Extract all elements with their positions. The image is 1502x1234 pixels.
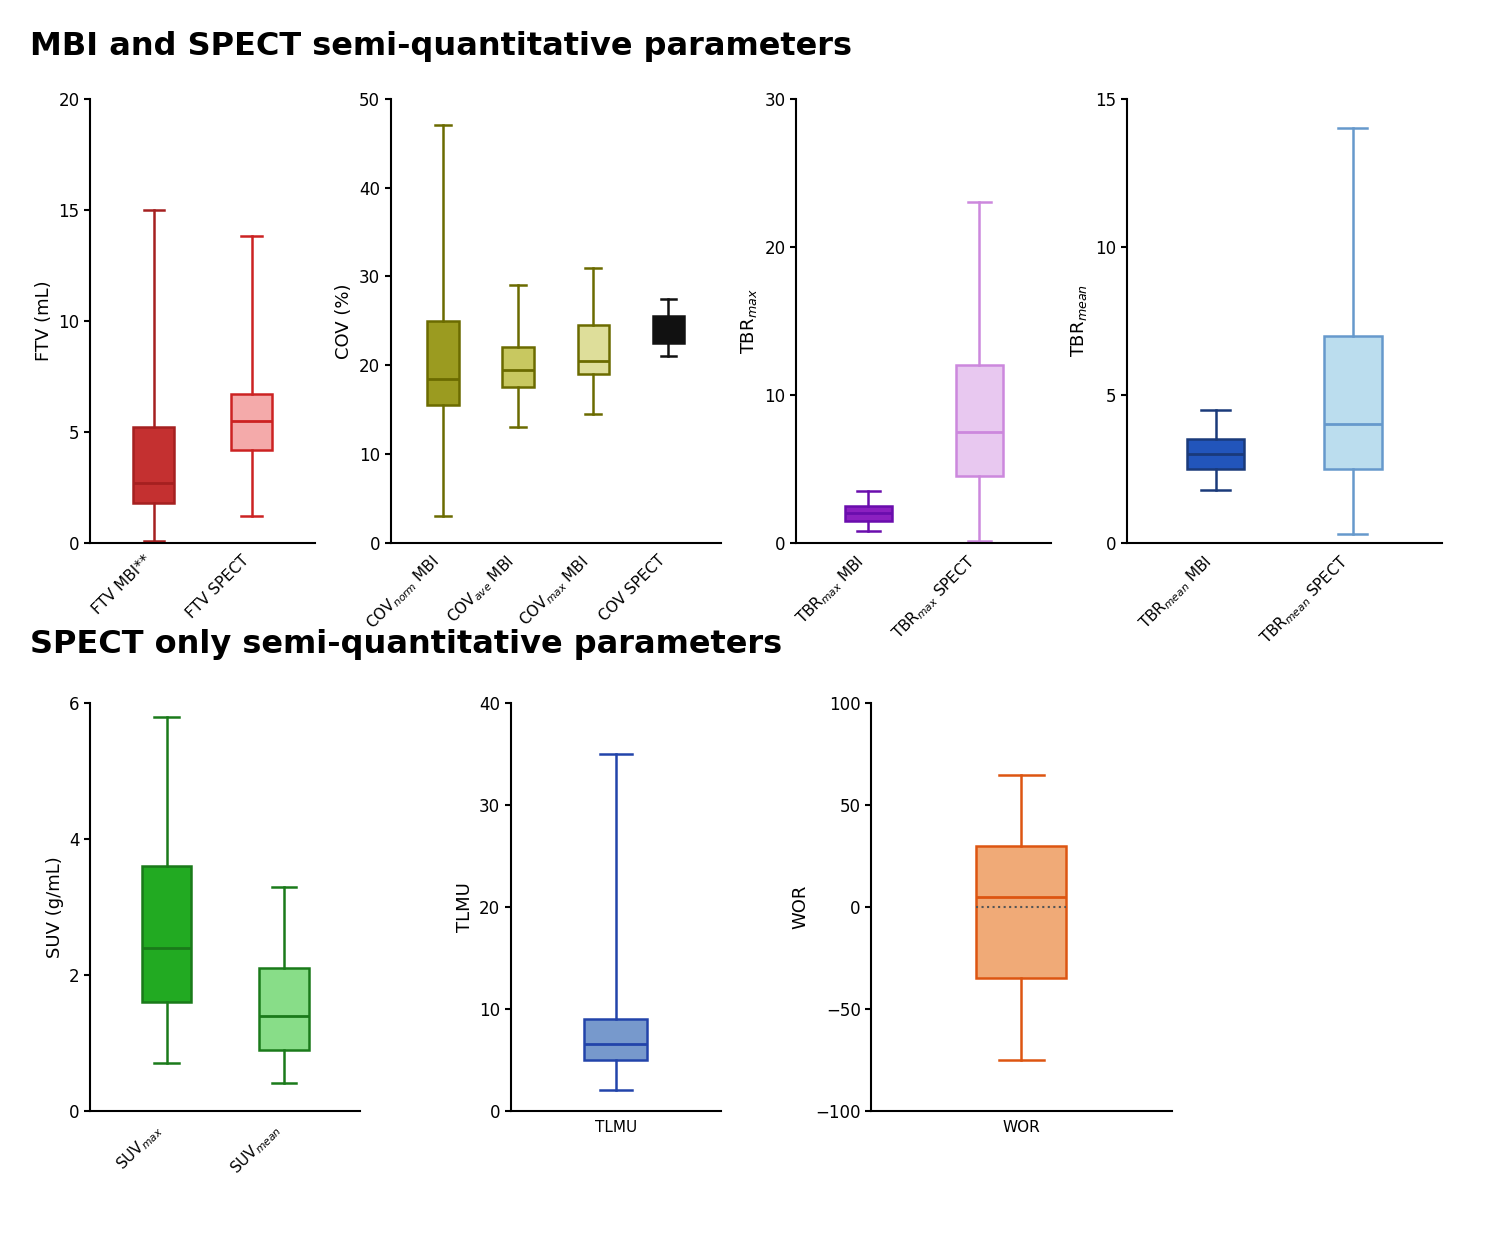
PathPatch shape — [584, 1019, 647, 1060]
PathPatch shape — [955, 365, 1002, 476]
Y-axis label: FTV (mL): FTV (mL) — [35, 280, 53, 362]
Y-axis label: TLMU: TLMU — [455, 882, 473, 932]
Y-axis label: TBR$_{max}$: TBR$_{max}$ — [739, 288, 759, 354]
Y-axis label: WOR: WOR — [792, 885, 810, 929]
Text: SPECT only semi-quantitative parameters: SPECT only semi-quantitative parameters — [30, 629, 783, 660]
Y-axis label: SUV (g/mL): SUV (g/mL) — [45, 856, 63, 958]
PathPatch shape — [260, 967, 309, 1049]
PathPatch shape — [134, 427, 174, 503]
Y-axis label: TBR$_{mean}$: TBR$_{mean}$ — [1069, 284, 1089, 358]
PathPatch shape — [231, 394, 272, 449]
PathPatch shape — [846, 506, 892, 521]
PathPatch shape — [577, 326, 610, 374]
PathPatch shape — [141, 866, 191, 1002]
Text: MBI and SPECT semi-quantitative parameters: MBI and SPECT semi-quantitative paramete… — [30, 31, 852, 62]
PathPatch shape — [976, 847, 1066, 979]
PathPatch shape — [502, 348, 535, 387]
Y-axis label: COV (%): COV (%) — [335, 283, 353, 359]
PathPatch shape — [1187, 439, 1245, 469]
PathPatch shape — [652, 316, 685, 343]
PathPatch shape — [1323, 336, 1382, 469]
PathPatch shape — [428, 321, 460, 405]
